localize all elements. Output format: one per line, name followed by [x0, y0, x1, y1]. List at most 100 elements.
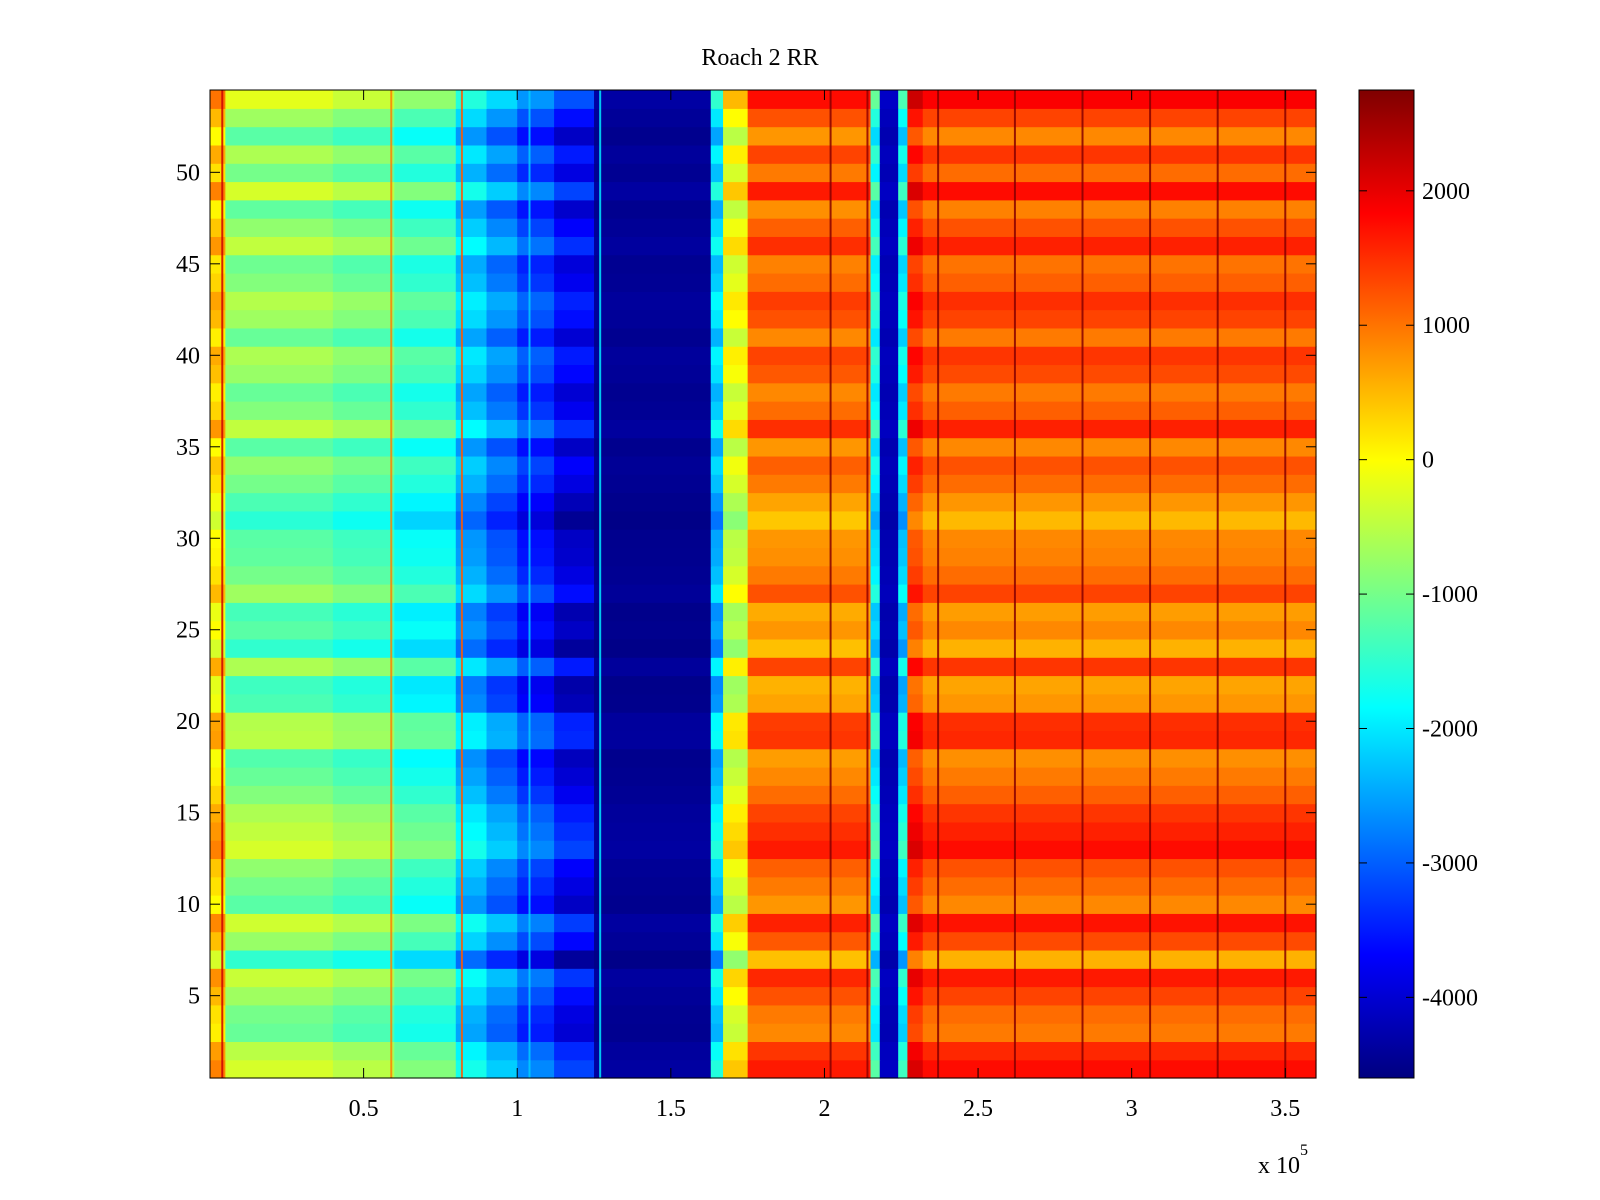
heatmap-cell	[879, 858, 899, 878]
heatmap-cell	[486, 895, 518, 914]
heatmap-cell	[332, 401, 395, 420]
heatmap-cell	[747, 858, 872, 878]
heatmap-cell	[747, 712, 872, 731]
heatmap-cell	[879, 401, 899, 420]
heatmap-cell	[710, 90, 724, 109]
heatmap-cell	[922, 730, 1317, 750]
heatmap-cell	[455, 766, 488, 786]
heatmap-cell	[710, 401, 724, 420]
heatmap-cell	[394, 602, 457, 622]
heatmap-cell	[747, 913, 872, 933]
heatmap-cell	[898, 108, 908, 128]
heatmap-cell	[594, 90, 712, 109]
heatmap-cell	[394, 327, 457, 347]
heatmap-cell	[517, 803, 555, 823]
heatmap-cell	[594, 126, 712, 146]
heatmap-cell	[723, 730, 749, 750]
heatmap-cell	[594, 364, 712, 384]
heatmap-cell	[225, 401, 334, 420]
heatmap-cell	[723, 401, 749, 420]
heatmap-cell	[594, 712, 712, 731]
heatmap-cell	[332, 602, 395, 622]
heatmap-cell	[332, 547, 395, 567]
heatmap-cell	[332, 968, 395, 988]
colorbar-tick-label: 1000	[1422, 313, 1470, 339]
heatmap-cell	[922, 675, 1317, 695]
x-tick-label: 2	[818, 1096, 830, 1122]
heatmap-cell	[747, 895, 872, 914]
heatmap-cell	[225, 895, 334, 914]
heatmap-cell	[394, 584, 457, 603]
heatmap-cell	[710, 840, 724, 860]
heatmap-cell	[554, 510, 595, 530]
heatmap-cell	[898, 272, 908, 292]
heatmap-cell	[225, 693, 334, 713]
heatmap-cell	[922, 437, 1317, 457]
heatmap-cell	[332, 565, 395, 585]
heatmap-cell	[517, 108, 555, 128]
heatmap-cell	[517, 858, 555, 878]
heatmap-cell	[907, 803, 924, 823]
heatmap-cell	[922, 309, 1317, 329]
heatmap-cell	[879, 584, 899, 603]
heatmap-cell	[922, 547, 1317, 567]
heatmap-cell	[922, 419, 1317, 439]
heatmap-cell	[710, 876, 724, 896]
heatmap-cell	[747, 675, 872, 695]
heatmap-cell	[455, 108, 488, 128]
heatmap-cell	[898, 803, 908, 823]
heatmap-cell	[225, 1004, 334, 1024]
heatmap-cell	[870, 492, 881, 512]
heatmap-cell	[554, 675, 595, 695]
heatmap-cell	[907, 986, 924, 1006]
heatmap-cell	[922, 949, 1317, 969]
heatmap-cell	[907, 455, 924, 475]
heatmap-cell	[723, 254, 749, 274]
heatmap-cell	[898, 529, 908, 549]
heatmap-cell	[455, 437, 488, 457]
heatmap-cell	[486, 565, 518, 585]
heatmap-cell	[870, 419, 881, 439]
heatmap-cell	[225, 108, 334, 128]
heatmap-cell	[907, 510, 924, 530]
heatmap-cell	[710, 821, 724, 841]
heatmap-cell	[455, 620, 488, 640]
heatmap-cell	[870, 785, 881, 805]
heatmap-cell	[922, 584, 1317, 603]
heatmap-cell	[594, 455, 712, 475]
heatmap-cell	[898, 401, 908, 420]
y-tick-label: 15	[176, 801, 200, 827]
heatmap-cell	[710, 364, 724, 384]
heatmap-cell	[710, 584, 724, 603]
heatmap-cell	[907, 529, 924, 549]
heatmap-cell	[225, 620, 334, 640]
heatmap-cell	[723, 675, 749, 695]
heatmap-cell	[594, 144, 712, 164]
heatmap-cell	[907, 675, 924, 695]
heatmap-cell	[898, 1059, 908, 1079]
heatmap-cell	[922, 968, 1317, 988]
y-tick-label: 20	[176, 709, 200, 735]
heatmap-cell	[554, 949, 595, 969]
heatmap-cell	[898, 1041, 908, 1061]
heatmap-cell	[922, 1041, 1317, 1061]
x-tick-label: 3.5	[1270, 1096, 1300, 1122]
heatmap-cell	[710, 1023, 724, 1043]
heatmap-cell	[922, 236, 1317, 256]
heatmap-cell	[870, 858, 881, 878]
heatmap-cell	[517, 90, 555, 109]
heatmap-cell	[747, 766, 872, 786]
heatmap-cell	[394, 419, 457, 439]
heatmap-cell	[517, 144, 555, 164]
heatmap-cell	[455, 401, 488, 420]
heatmap-cell	[907, 474, 924, 494]
heatmap-cell	[723, 584, 749, 603]
heatmap-cell	[747, 949, 872, 969]
heatmap-cell	[210, 693, 226, 713]
heatmap-cell	[225, 492, 334, 512]
heatmap-cell	[723, 474, 749, 494]
heatmap-cell	[394, 1041, 457, 1061]
heatmap-cell	[517, 1041, 555, 1061]
heatmap-cell	[517, 565, 555, 585]
heatmap-cell	[332, 1023, 395, 1043]
